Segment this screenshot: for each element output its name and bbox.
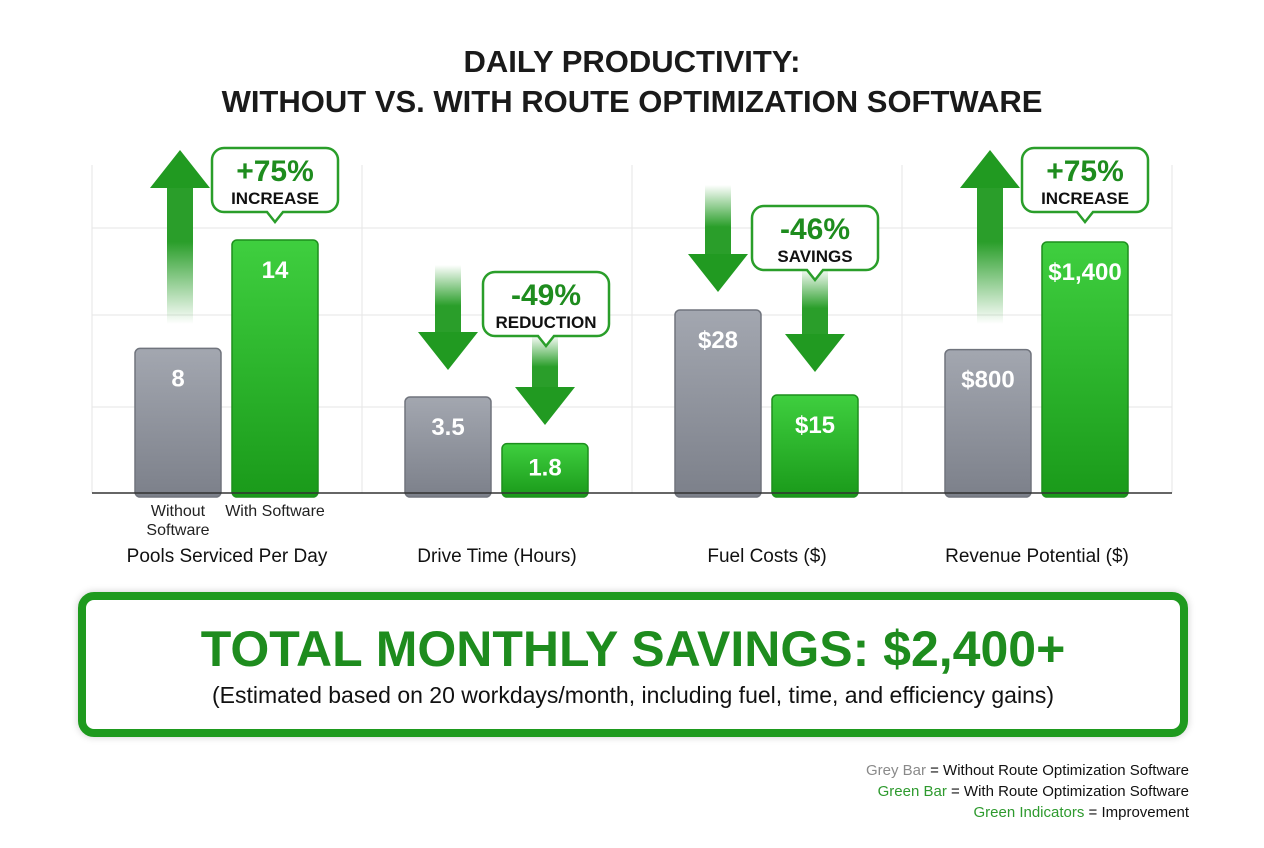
bar-value-label: $28 <box>698 327 738 354</box>
bar-value-label: $15 <box>795 412 835 439</box>
legend-key: Grey Bar <box>865 762 926 779</box>
legend-key: Green Indicators <box>973 804 1085 821</box>
bar-without-software <box>944 348 1032 498</box>
chart-title-line1: DAILY PRODUCTIVITY: <box>463 44 801 79</box>
bar-label-with: With Software <box>225 503 325 520</box>
arrow-up-shaft <box>977 187 1003 324</box>
arrow-down-icon <box>785 334 845 372</box>
total-savings-headline: TOTAL MONTHLY SAVINGS: $2,400+ <box>200 621 1066 677</box>
callout-percent: -46% <box>780 213 850 246</box>
callout-bubble <box>210 146 340 225</box>
total-savings-box: TOTAL MONTHLY SAVINGS: $2,400+ (Estimate… <box>78 592 1188 737</box>
callout-label: SAVINGS <box>777 247 852 266</box>
callout-bubble <box>750 204 880 283</box>
arrow-down-shaft <box>435 265 461 333</box>
legend-text: = Without Route Optimization Software <box>925 762 1189 779</box>
callout-bubble <box>481 270 611 349</box>
arrow-up-icon <box>960 150 1020 188</box>
bar-value-label: 14 <box>262 257 289 284</box>
bar-with-software <box>771 394 859 498</box>
callout-bubble <box>1020 146 1150 225</box>
callout-label: INCREASE <box>1041 189 1129 208</box>
legend-item: Green Indicators = Improvement <box>866 802 1189 823</box>
legend: Grey Bar = Without Route Optimization So… <box>866 760 1189 823</box>
legend-item: Grey Bar = Without Route Optimization So… <box>866 760 1189 781</box>
callout-label: REDUCTION <box>495 313 596 332</box>
bar-without-software <box>134 347 222 498</box>
bar-with-software <box>231 239 319 498</box>
arrow-down-icon <box>418 332 478 370</box>
arrow-up-icon <box>150 150 210 188</box>
callout-percent: +75% <box>1046 155 1124 188</box>
legend-key: Green Bar <box>877 783 947 800</box>
callout-percent: -49% <box>511 279 581 312</box>
total-savings-note: (Estimated based on 20 workdays/month, i… <box>211 682 1055 708</box>
legend-text: = Improvement <box>1084 804 1189 821</box>
arrow-down-icon <box>688 254 748 292</box>
category-label: Drive Time (Hours) <box>417 546 577 567</box>
bar-label-without: Without Software <box>146 503 210 539</box>
bar-without-software <box>404 396 492 498</box>
bar-value-label: $1,400 <box>1048 259 1121 286</box>
bar-with-software <box>1041 241 1129 498</box>
legend-text: = With Route Optimization Software <box>946 783 1189 800</box>
category-label: Fuel Costs ($) <box>707 546 827 567</box>
bar-value-label: 8 <box>171 365 184 392</box>
bar-value-label: 3.5 <box>431 414 464 441</box>
bar-chart: 814+75%INCREASE3.51.8-49%REDUCTION$28$15… <box>91 146 1173 498</box>
chart-title-line2: WITHOUT VS. WITH ROUTE OPTIMIZATION SOFT… <box>221 84 1043 119</box>
bar-with-software <box>501 442 589 498</box>
category-label: Pools Serviced Per Day <box>126 546 328 567</box>
bar-value-label: 1.8 <box>528 455 561 482</box>
arrow-down-icon <box>515 387 575 425</box>
callout-label: INCREASE <box>231 189 319 208</box>
arrow-down-shaft <box>705 185 731 255</box>
arrow-up-shaft <box>167 187 193 324</box>
callout-percent: +75% <box>236 155 314 188</box>
category-label: Revenue Potential ($) <box>945 546 1129 567</box>
legend-item: Green Bar = With Route Optimization Soft… <box>866 781 1189 802</box>
bar-without-software <box>674 309 762 498</box>
bar-value-label: $800 <box>961 367 1014 394</box>
